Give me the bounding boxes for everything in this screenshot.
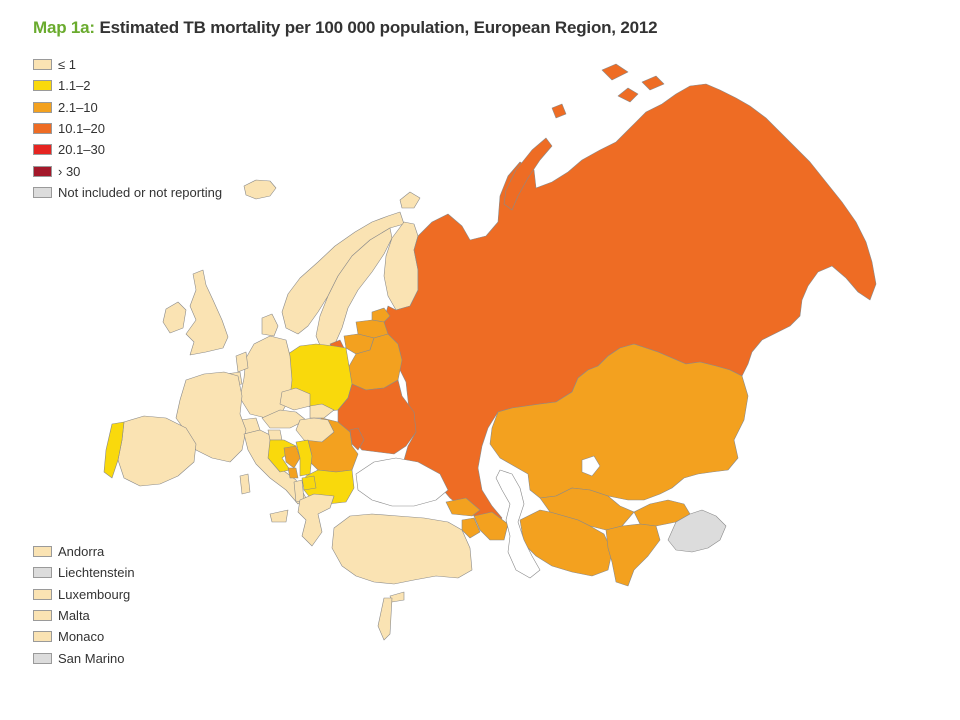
legend: ≤ 1 1.1–2 2.1–10 10.1–20 20.1–30 › 30 No… xyxy=(33,54,222,203)
legend-label: 1.1–2 xyxy=(58,78,91,94)
small-country-label: Monaco xyxy=(58,629,105,645)
small-country-item: San Marino xyxy=(33,647,135,668)
region-portugal xyxy=(103,421,125,479)
legend-item: 20.1–30 xyxy=(33,139,222,160)
region-arctic-island xyxy=(617,87,639,103)
region-tajikistan xyxy=(605,523,661,587)
small-country-swatch xyxy=(33,588,52,600)
aral-sea xyxy=(581,455,601,477)
region-israel xyxy=(377,597,393,641)
small-country-item: Andorra xyxy=(33,541,135,562)
region-denmark xyxy=(261,313,279,337)
region-slovenia xyxy=(267,429,283,441)
region-arctic-island xyxy=(601,63,629,81)
caspian-sea xyxy=(495,469,541,579)
region-greece xyxy=(297,493,335,547)
small-country-label: Malta xyxy=(58,608,90,624)
map-title-prefix: Map 1a: xyxy=(33,18,95,37)
small-country-item: Liechtenstein xyxy=(33,562,135,583)
small-country-item: Luxembourg xyxy=(33,584,135,605)
region-azerbaijan xyxy=(473,511,509,541)
legend-label: 10.1–20 xyxy=(58,121,105,137)
region-bosnia-herzegovina xyxy=(283,445,301,469)
legend-swatch xyxy=(33,165,52,177)
region-novaya-zemlya xyxy=(503,137,553,211)
legend-swatch xyxy=(33,101,52,113)
legend-label: ≤ 1 xyxy=(58,57,76,73)
map-title-text: Estimated TB mortality per 100 000 popul… xyxy=(99,18,658,37)
small-country-label: Andorra xyxy=(58,544,105,560)
legend-label: 2.1–10 xyxy=(58,99,98,115)
region-not-reporting xyxy=(667,509,727,553)
region-hungary xyxy=(295,417,335,443)
region-montenegro xyxy=(287,467,299,479)
small-country-swatch xyxy=(33,631,52,643)
legend-item: 2.1–10 xyxy=(33,97,222,118)
legend-swatch xyxy=(33,59,52,71)
legend-item: 1.1–2 xyxy=(33,75,222,96)
region-arctic-island xyxy=(641,75,665,91)
region-serbia xyxy=(295,439,313,477)
region-georgia xyxy=(445,497,481,517)
region-ireland xyxy=(162,301,187,334)
region-united-kingdom xyxy=(185,269,229,356)
region-iceland xyxy=(243,179,277,200)
region-north-macedonia xyxy=(301,475,317,491)
legend-swatch xyxy=(33,80,52,92)
legend-swatch xyxy=(33,186,52,198)
small-country-swatch xyxy=(33,652,52,664)
small-country-item: Malta xyxy=(33,605,135,626)
small-country-swatch xyxy=(33,546,52,558)
small-country-label: Luxembourg xyxy=(58,586,131,602)
map-title: Map 1a: Estimated TB mortality per 100 0… xyxy=(33,18,658,38)
legend-swatch xyxy=(33,144,52,156)
region-sardinia xyxy=(239,473,251,495)
small-country-item: Monaco xyxy=(33,626,135,647)
small-country-label: San Marino xyxy=(58,650,125,666)
small-country-label: Liechtenstein xyxy=(58,565,135,581)
legend-item: ≤ 1 xyxy=(33,54,222,75)
legend-item: › 30 xyxy=(33,160,222,181)
region-armenia xyxy=(461,517,481,539)
region-sicily xyxy=(269,509,289,523)
region-arctic-island xyxy=(551,103,567,119)
legend-label: Not included or not reporting xyxy=(58,184,223,200)
region-turkey xyxy=(331,513,473,585)
black-sea xyxy=(355,457,449,507)
small-countries-legend: Andorra Liechtenstein Luxembourg Malta M… xyxy=(33,541,135,669)
region-svalbard xyxy=(399,191,421,209)
region-netherlands xyxy=(235,351,249,373)
legend-label: 20.1–30 xyxy=(58,142,105,158)
region-slovakia xyxy=(309,403,335,419)
legend-item: 10.1–20 xyxy=(33,118,222,139)
legend-swatch xyxy=(33,123,52,135)
legend-label: › 30 xyxy=(58,163,81,179)
region-estonia xyxy=(371,307,391,323)
legend-item: Not included or not reporting xyxy=(33,182,222,203)
small-country-swatch xyxy=(33,610,52,622)
small-country-swatch xyxy=(33,567,52,579)
